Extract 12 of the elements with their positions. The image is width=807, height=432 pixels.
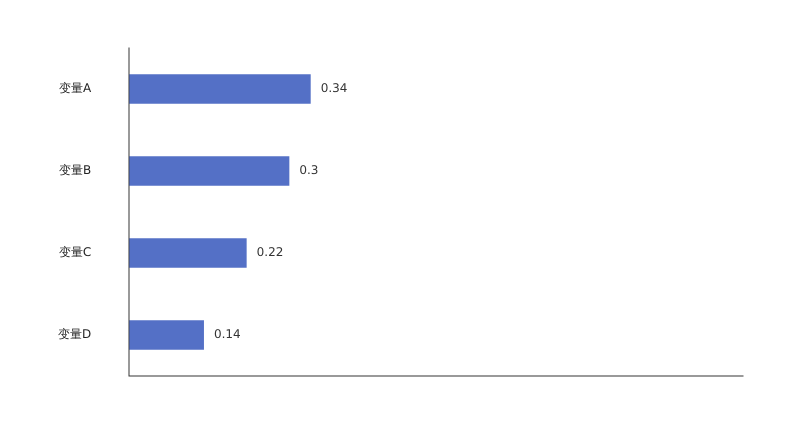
bar [129, 320, 204, 350]
data-label: 0.3 [299, 163, 318, 178]
y-tick-label: 变量B [59, 163, 92, 178]
bar [129, 238, 247, 268]
y-tick-label: 变量D [58, 327, 92, 342]
data-label: 0.22 [256, 245, 284, 260]
data-label: 0.14 [214, 327, 241, 342]
y-tick-label: 变量C [58, 245, 92, 260]
bar [129, 156, 290, 186]
y-tick-label: 变量A [59, 81, 92, 96]
data-label: 0.34 [320, 81, 348, 96]
bar [129, 74, 311, 104]
